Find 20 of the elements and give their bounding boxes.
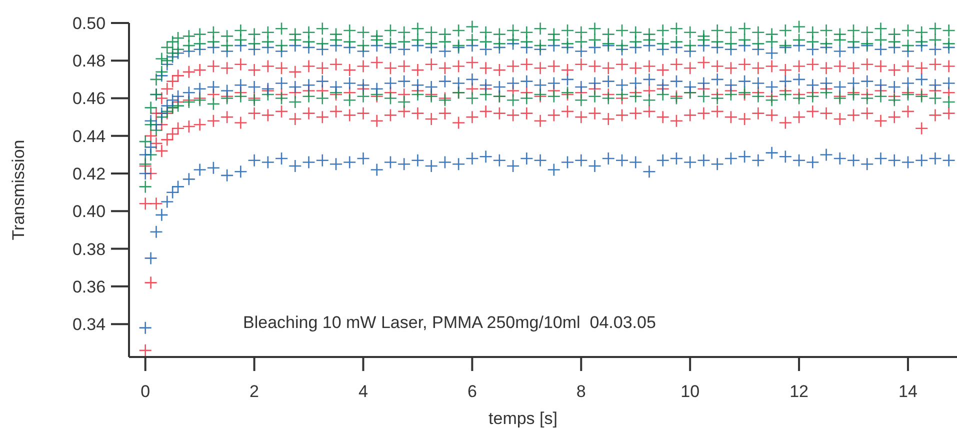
- y-tick-label: 0.36: [72, 277, 106, 296]
- x-axis-title: temps [s]: [488, 409, 558, 428]
- y-tick-label: 0.38: [72, 240, 106, 259]
- x-tick-label: 6: [467, 382, 477, 401]
- y-tick-label: 0.34: [72, 315, 106, 334]
- y-tick-label: 0.44: [72, 126, 106, 146]
- x-tick-label: 14: [898, 382, 918, 401]
- x-tick-label: 8: [576, 382, 586, 401]
- x-tick-label: 12: [790, 382, 808, 401]
- y-tick-label: 0.42: [72, 164, 106, 184]
- y-tick-label: 0.48: [72, 52, 106, 71]
- y-tick-label: 0.50: [72, 14, 106, 33]
- y-tick-label: 0.40: [72, 202, 106, 222]
- x-tick-label: 0: [140, 382, 150, 401]
- x-tick-label: 4: [358, 382, 368, 401]
- annotation: Bleaching 10 mW Laser, PMMA 250mg/10ml 04.03.05: [243, 313, 656, 332]
- y-axis-title: Transmission: [9, 140, 28, 240]
- y-tick-label: 0.46: [72, 89, 106, 108]
- x-tick-label: 2: [250, 382, 260, 401]
- x-tick-label: 10: [680, 382, 700, 401]
